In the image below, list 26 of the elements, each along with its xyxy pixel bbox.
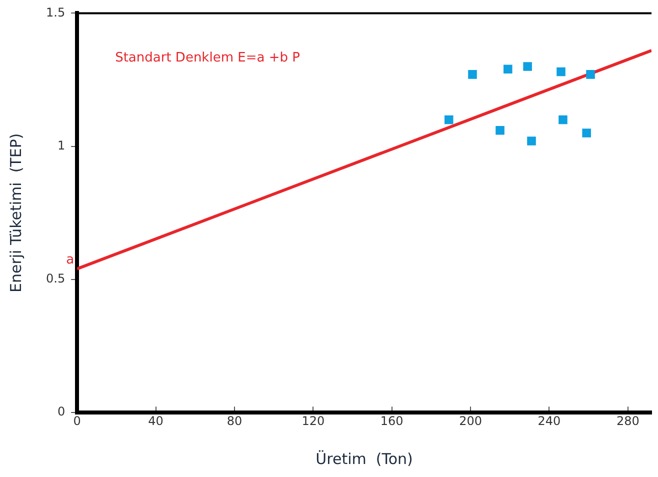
point xyxy=(582,128,591,138)
point xyxy=(527,136,536,146)
y-tick-label: 1 xyxy=(57,138,66,152)
x-tick-label: 80 xyxy=(226,414,242,428)
x-axis-title: Üretim (Ton) xyxy=(316,450,413,468)
annotation: Standart Denklem E=a +b P xyxy=(115,50,300,66)
point xyxy=(496,126,504,135)
point xyxy=(556,67,566,76)
x-tick-label: 40 xyxy=(148,414,164,428)
point xyxy=(586,70,595,79)
y-tick-label: 1.5 xyxy=(46,5,66,20)
x-tick-label: 200 xyxy=(459,414,482,428)
x-tick-label: 120 xyxy=(302,414,325,428)
point xyxy=(523,62,532,71)
y-tick-label: 0.5 xyxy=(46,272,66,286)
point xyxy=(558,115,568,124)
point xyxy=(504,64,512,74)
x-tick-label: 240 xyxy=(538,414,561,428)
y-axis-title: Enerji Tüketimi (TEP) xyxy=(6,133,25,293)
x-tick-label: 280 xyxy=(616,414,640,428)
point xyxy=(444,115,454,124)
y-tick-label: 0 xyxy=(57,404,66,419)
point xyxy=(468,70,477,79)
x-tick-label: 160 xyxy=(380,414,404,428)
x-tick-label: 0 xyxy=(73,414,81,428)
annotation: a xyxy=(66,252,74,268)
